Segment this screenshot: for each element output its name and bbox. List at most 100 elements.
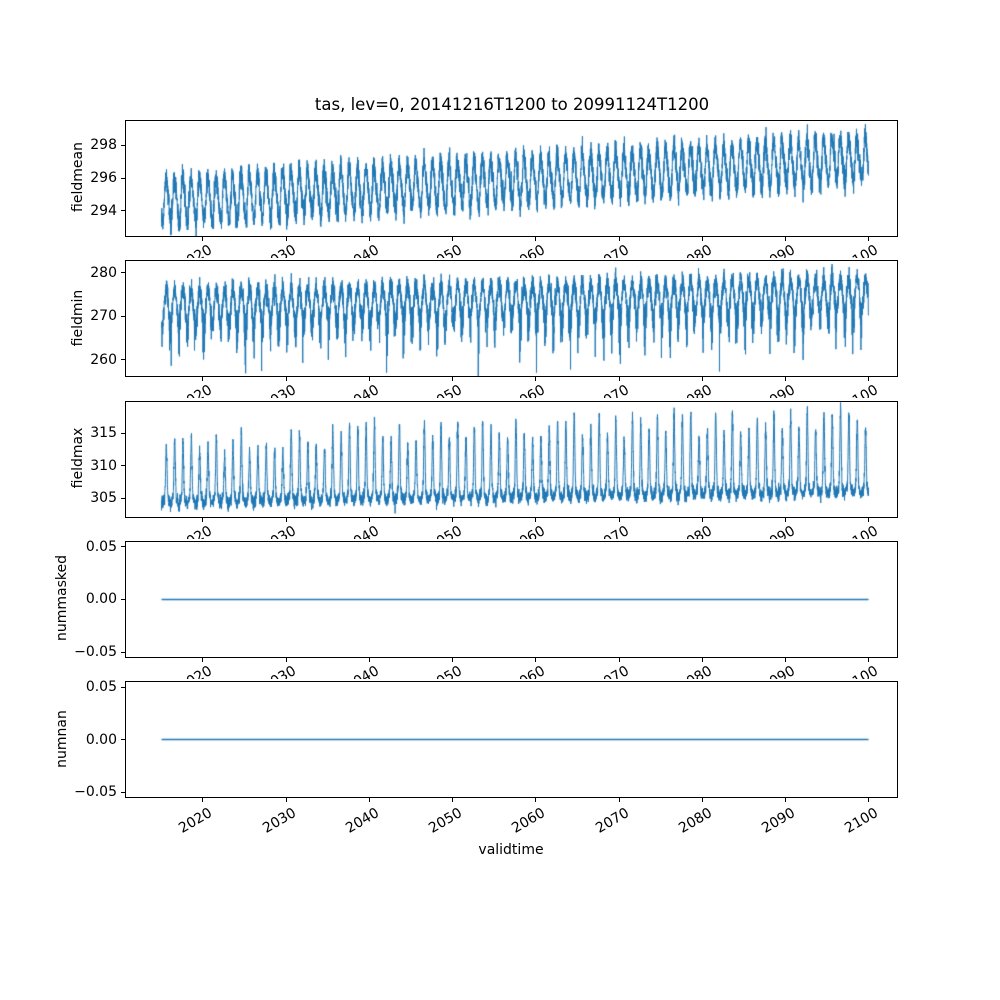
x-tick-label: 2030 — [259, 522, 299, 539]
x-tick-label: 2100 — [842, 805, 882, 837]
x-tick-mark — [785, 236, 787, 241]
y-tick-label: 260 — [90, 351, 117, 368]
y-tick-mark — [121, 315, 125, 317]
subplot-nummasked — [125, 541, 898, 658]
x-tick-label: 2020 — [176, 805, 216, 837]
x-tick-mark — [785, 798, 787, 803]
x-tick-mark — [452, 377, 454, 382]
x-tick-label: 2070 — [592, 522, 632, 539]
x-tick-mark — [202, 236, 204, 241]
y-tick-mark — [121, 432, 125, 434]
y-tick-mark — [121, 791, 125, 793]
y-tick-label: 298 — [90, 137, 117, 154]
nummasked-line-canvas — [126, 542, 897, 657]
y-tick-mark — [121, 465, 125, 467]
x-tick-label: 2050 — [426, 805, 466, 837]
y-tick-mark — [121, 686, 125, 688]
x-tick-label: 2030 — [259, 382, 299, 399]
x-tick-mark — [868, 657, 870, 662]
x-tick-label: 2070 — [592, 805, 632, 837]
y-tick-mark — [121, 598, 125, 600]
y-tick-mark — [121, 144, 125, 146]
x-tick-strip: 2020 2030 2040 2050 2060 2070 2080 2090 2100 — [125, 657, 898, 679]
x-tick-mark — [868, 236, 870, 241]
x-tick-mark — [285, 377, 287, 382]
fieldmean-line-canvas — [126, 121, 897, 236]
x-tick-label: 2090 — [759, 805, 799, 837]
y-tick-label: 305 — [90, 490, 117, 507]
x-tick-label: 2060 — [509, 241, 549, 258]
x-tick-mark — [202, 377, 204, 382]
x-tick-mark — [701, 798, 703, 803]
subplot-fieldmin — [125, 260, 898, 378]
x-tick-strip: 2020 2030 2040 2050 2060 2070 2080 2090 2100 — [125, 236, 898, 258]
y-tick-mark — [121, 210, 125, 212]
x-tick-mark — [285, 798, 287, 803]
subplot-fieldmax — [125, 400, 898, 518]
x-tick-label: 2090 — [759, 522, 799, 539]
x-tick-mark — [618, 236, 620, 241]
x-tick-label: 2070 — [592, 382, 632, 399]
y-tick-label: 280 — [90, 264, 117, 281]
x-tick-label: 2070 — [592, 241, 632, 258]
x-axis-label: validtime — [478, 842, 544, 858]
x-tick-label: 2050 — [426, 662, 466, 679]
y-tick-label: 270 — [90, 308, 117, 325]
x-tick-label: 2050 — [426, 241, 466, 258]
x-tick-mark — [368, 657, 370, 662]
x-tick-mark — [285, 236, 287, 241]
y-tick-mark — [121, 546, 125, 548]
x-tick-mark — [535, 798, 537, 803]
x-tick-mark — [618, 517, 620, 522]
x-tick-mark — [701, 517, 703, 522]
x-tick-mark — [452, 236, 454, 241]
fieldmax-line-canvas — [126, 401, 897, 517]
x-tick-strip: 2020 2030 2040 2050 2060 2070 2080 2090 2100 — [125, 798, 898, 858]
x-tick-label: 2070 — [592, 662, 632, 679]
x-tick-mark — [618, 657, 620, 662]
x-tick-label: 2030 — [259, 805, 299, 837]
x-tick-mark — [868, 798, 870, 803]
x-tick-label: 2080 — [676, 662, 715, 679]
x-tick-label: 2090 — [759, 662, 799, 679]
x-tick-mark — [535, 517, 537, 522]
x-tick-label: 2020 — [176, 241, 216, 258]
subplot-numnan — [125, 681, 898, 799]
x-tick-label: 2100 — [842, 662, 882, 679]
x-tick-label: 2040 — [343, 805, 382, 837]
x-tick-mark — [785, 657, 787, 662]
x-tick-mark — [618, 377, 620, 382]
x-tick-label: 2040 — [343, 241, 382, 258]
x-tick-mark — [535, 377, 537, 382]
x-tick-label: 2050 — [426, 382, 466, 399]
x-tick-strip: 2020 2030 2040 2050 2060 2070 2080 2090 2100 — [125, 377, 898, 398]
x-tick-label: 2080 — [676, 522, 715, 539]
x-tick-label: 2060 — [509, 805, 549, 837]
x-tick-label: 2050 — [426, 522, 466, 539]
x-tick-mark — [785, 517, 787, 522]
y-tick-label: −0.05 — [74, 784, 117, 801]
x-tick-label: 2100 — [842, 241, 882, 258]
y-tick-mark — [121, 651, 125, 653]
x-tick-mark — [701, 657, 703, 662]
x-tick-mark — [618, 798, 620, 803]
y-tick-label: 0.05 — [85, 538, 117, 555]
x-tick-mark — [868, 377, 870, 382]
x-tick-label: 2040 — [343, 522, 382, 539]
x-tick-label: 2090 — [759, 382, 799, 399]
y-tick-label: 315 — [90, 425, 117, 442]
x-tick-mark — [535, 236, 537, 241]
x-tick-label: 2100 — [842, 522, 882, 539]
x-tick-mark — [701, 377, 703, 382]
x-tick-mark — [202, 798, 204, 803]
x-tick-label: 2030 — [259, 241, 299, 258]
fieldmin-line-canvas — [126, 261, 897, 377]
x-tick-label: 2080 — [676, 241, 715, 258]
y-tick-mark — [121, 272, 125, 273]
x-tick-mark — [535, 657, 537, 662]
x-tick-mark — [785, 377, 787, 382]
y-tick-label: 310 — [90, 457, 117, 474]
x-tick-mark — [285, 657, 287, 662]
x-tick-label: 2020 — [176, 662, 216, 679]
